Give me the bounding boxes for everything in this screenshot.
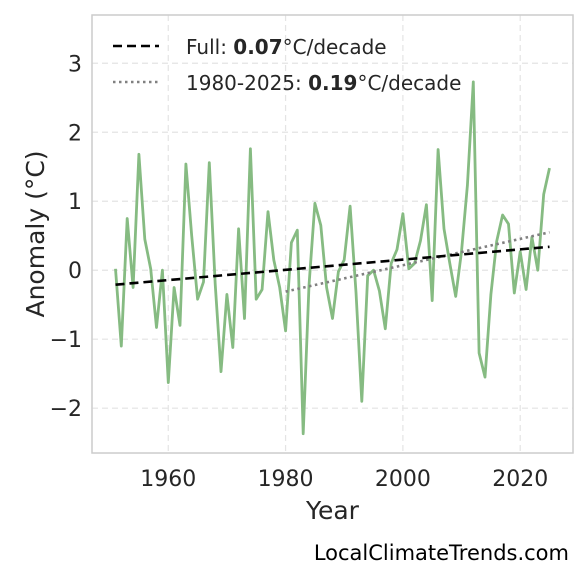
legend-recent-value: 0.19 bbox=[308, 71, 357, 95]
x-axis-title: Year bbox=[305, 496, 360, 525]
y-tick-label: −2 bbox=[50, 397, 82, 422]
y-axis-title: Anomaly (°C) bbox=[21, 150, 50, 317]
legend-label-full: Full: 0.07°C/decade bbox=[186, 35, 387, 59]
legend-label-recent: 1980-2025: 0.19°C/decade bbox=[186, 71, 461, 95]
legend-recent-suffix: °C/decade bbox=[357, 71, 461, 95]
legend-full-suffix: °C/decade bbox=[283, 35, 387, 59]
x-axis-ticks: 1960 1980 2000 2020 bbox=[140, 467, 548, 492]
y-tick-label: 3 bbox=[68, 52, 82, 77]
x-tick-label: 1960 bbox=[140, 467, 196, 492]
y-tick-label: 1 bbox=[68, 190, 82, 215]
x-tick-label: 2020 bbox=[492, 467, 548, 492]
y-axis-ticks: −2 −1 0 1 2 3 bbox=[50, 52, 82, 422]
trend-line-full bbox=[115, 245, 550, 286]
legend-full-value: 0.07 bbox=[233, 35, 282, 59]
x-tick-label: 2000 bbox=[375, 467, 431, 492]
plot-area bbox=[114, 80, 551, 436]
y-tick-label: 2 bbox=[68, 121, 82, 146]
y-tick-label: −1 bbox=[50, 328, 82, 353]
legend: Full: 0.07°C/decade 1980-2025: 0.19°C/de… bbox=[113, 35, 461, 95]
plot-frame bbox=[91, 14, 574, 454]
anomaly-line bbox=[114, 80, 551, 436]
y-tick-label: 0 bbox=[68, 259, 82, 284]
x-tick-label: 1980 bbox=[258, 467, 314, 492]
legend-full-prefix: Full: bbox=[186, 35, 233, 59]
site-credit: LocalClimateTrends.com bbox=[314, 541, 569, 565]
legend-recent-prefix: 1980-2025: bbox=[186, 71, 308, 95]
